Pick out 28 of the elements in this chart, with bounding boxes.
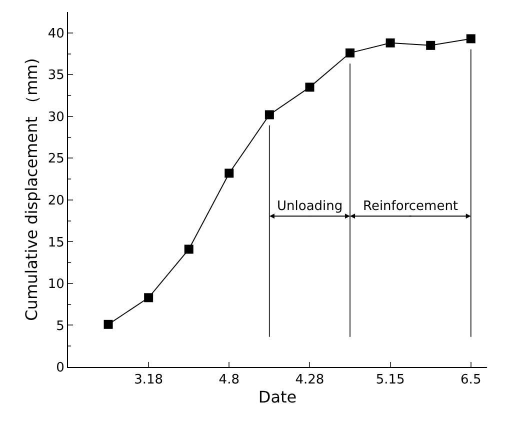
- x-tick-label: 6.5: [460, 372, 482, 388]
- point: [426, 40, 436, 50]
- y-tick-label: 40: [48, 26, 64, 42]
- x-tick-label: 3.18: [134, 372, 164, 388]
- x-tick-label: 4.28: [295, 372, 324, 388]
- x-tick-label: 4.8: [218, 372, 240, 388]
- y-tick-label: 35: [48, 68, 64, 84]
- y-tick-label: 5: [56, 318, 64, 334]
- y-tick-label: 25: [48, 152, 64, 167]
- point: [224, 168, 234, 178]
- point: [346, 48, 355, 58]
- y-tick-label: 20: [48, 193, 64, 208]
- x-axis-title: Date: [258, 388, 297, 407]
- y-tick-label: 15: [48, 235, 64, 250]
- y-tick-label: 30: [48, 110, 64, 125]
- point: [264, 110, 274, 120]
- point: [305, 82, 314, 92]
- annotation: Reinforcement: [363, 199, 458, 214]
- annotation: Unloading: [277, 199, 343, 214]
- point: [144, 293, 154, 302]
- point: [466, 34, 476, 44]
- y-tick-label: 0: [56, 360, 64, 376]
- point: [104, 320, 113, 329]
- point: [386, 38, 395, 48]
- y-tick-label: 10: [48, 277, 64, 292]
- y-axis-title: Cumulative displacement （mm): [22, 58, 41, 321]
- x-tick-label: 5.15: [376, 372, 405, 388]
- point: [184, 244, 194, 254]
